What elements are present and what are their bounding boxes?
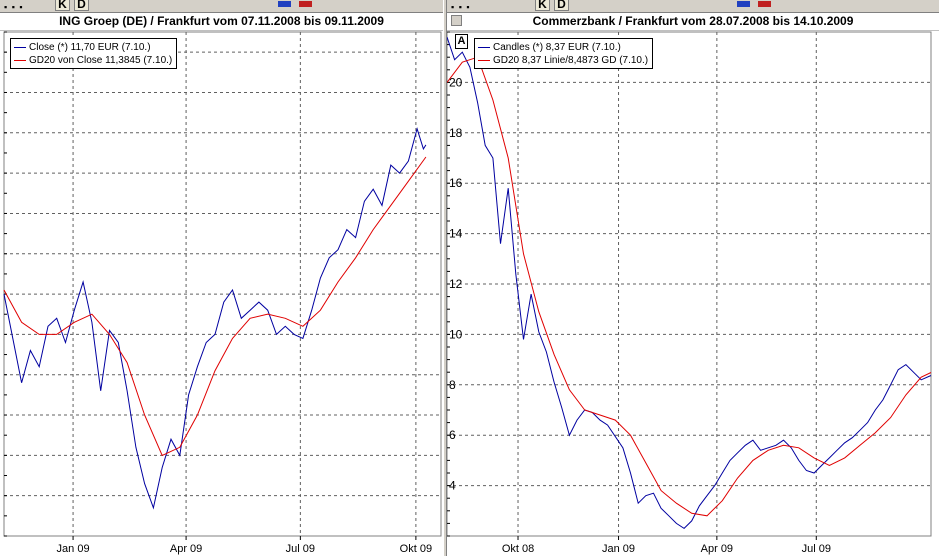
legend-entry-close: Close (*) 11,70 EUR (7.10.)	[14, 41, 172, 54]
y-tick-label: 14	[449, 227, 463, 241]
legend-swatch-red	[478, 60, 490, 61]
x-tick-label: Apr 09	[701, 543, 733, 555]
chart-toolbar: ▪ ▪ ▪ K D	[447, 0, 939, 13]
y-tick-label: 10	[449, 327, 463, 341]
axis-marker-a[interactable]: A	[455, 34, 468, 49]
tool-dots-icon[interactable]: ▪ ▪ ▪	[4, 2, 24, 12]
price-series-line	[3, 127, 427, 510]
tool-dots-icon[interactable]: ▪ ▪ ▪	[451, 2, 471, 12]
chart-plot-ing[interactable]: Jan 09 Apr 09 Jul 09 Okt 09	[0, 0, 443, 556]
legend-label: GD20 8,37 Linie/8,4873 GD (7.10.)	[493, 55, 649, 66]
legend-swatch-blue	[14, 47, 26, 48]
chart-toolbar: ▪ ▪ ▪ K D	[0, 0, 443, 13]
chart-title: Commerzbank / Frankfurt vom 28.07.2008 b…	[447, 13, 939, 31]
x-tick-label: Okt 09	[400, 543, 432, 555]
plot-frame	[447, 31, 932, 537]
moving-average-line	[3, 156, 427, 457]
price-series-line	[447, 36, 932, 530]
k-button[interactable]: K	[55, 0, 70, 11]
y-tick-label: 12	[449, 277, 463, 291]
y-tick-label: 8	[449, 378, 456, 392]
plot-frame	[3, 31, 442, 537]
chart-plot-commerzbank[interactable]: Okt 08 Jan 09 Apr 09 Jul 09 4 6 8 10 12 14 16 18 20	[447, 0, 939, 556]
legend-swatch-red	[14, 60, 26, 61]
y-tick-label: 16	[449, 176, 463, 190]
legend-label: GD20 von Close 11,3845 (7.10.)	[29, 55, 173, 66]
x-tick-label: Okt 08	[502, 543, 534, 555]
x-tick-label: Jan 09	[602, 543, 635, 555]
chart-legend: Candles (*) 8,37 EUR (7.10.) GD20 8,37 L…	[474, 38, 654, 69]
d-button[interactable]: D	[554, 0, 569, 11]
chart-legend: Close (*) 11,70 EUR (7.10.) GD20 von Clo…	[10, 38, 178, 69]
sell-flag-icon[interactable]	[299, 1, 312, 7]
d-button[interactable]: D	[74, 0, 89, 11]
x-tick-label: Apr 09	[170, 543, 202, 555]
legend-label: Candles (*) 8,37 EUR (7.10.)	[493, 42, 621, 53]
chart-pane-commerzbank: ▪ ▪ ▪ K D Commerzbank / Frankfurt vom 28…	[447, 0, 939, 556]
y-tick-label: 6	[449, 428, 456, 442]
buy-flag-icon[interactable]	[278, 1, 291, 7]
y-tick-label: 18	[449, 126, 463, 140]
legend-label: Close (*) 11,70 EUR (7.10.)	[29, 42, 151, 53]
legend-entry-gd20: GD20 8,37 Linie/8,4873 GD (7.10.)	[478, 54, 648, 67]
y-tick-label: 20	[449, 75, 463, 89]
legend-entry-candles: Candles (*) 8,37 EUR (7.10.)	[478, 41, 648, 54]
x-tick-label: Jan 09	[57, 543, 90, 555]
k-button[interactable]: K	[535, 0, 550, 11]
moving-average-line	[447, 56, 932, 517]
chart-title: ING Groep (DE) / Frankfurt vom 07.11.200…	[0, 13, 443, 31]
x-tick-label: Jul 09	[286, 543, 315, 555]
collapse-arrow-icon[interactable]	[451, 15, 462, 26]
legend-swatch-blue	[478, 47, 490, 48]
x-tick-label: Jul 09	[802, 543, 831, 555]
legend-entry-gd20: GD20 von Close 11,3845 (7.10.)	[14, 54, 172, 67]
sell-flag-icon[interactable]	[758, 1, 771, 7]
y-tick-label: 4	[449, 479, 456, 493]
buy-flag-icon[interactable]	[737, 1, 750, 7]
chart-pane-ing: ▪ ▪ ▪ K D ING Groep (DE) / Frankfurt vom…	[0, 0, 443, 556]
